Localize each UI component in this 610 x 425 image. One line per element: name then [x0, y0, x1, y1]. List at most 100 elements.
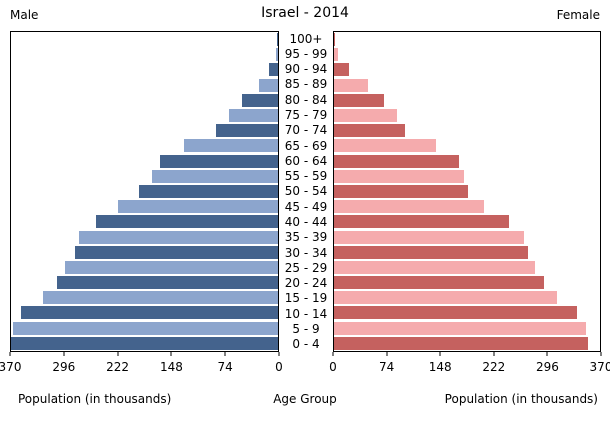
female-bar-row [334, 93, 600, 108]
axis-tickmark [278, 352, 280, 356]
age-group-label: 0 - 4 [292, 337, 320, 352]
female-bar [334, 336, 589, 350]
female-bar-row [334, 169, 600, 184]
female-bar [334, 78, 368, 92]
axis-ticklabel: 74 [378, 360, 395, 374]
male-bar [96, 215, 278, 229]
age-group-label: 20 - 24 [284, 276, 328, 291]
female-bar-row [334, 229, 600, 244]
male-bar-row [11, 336, 278, 351]
age-group-label: 15 - 19 [284, 291, 328, 306]
male-bar [228, 109, 278, 123]
male-bar-row [11, 290, 278, 305]
axis-tickmark [224, 352, 226, 356]
female-axis-label: Population (in thousands) [444, 392, 598, 406]
male-axis-label: Population (in thousands) [18, 392, 172, 406]
female-bar [334, 321, 586, 335]
age-group-label: 45 - 49 [284, 199, 328, 214]
male-bar [42, 291, 278, 305]
age-group-label: 5 - 9 [292, 321, 320, 336]
male-bar [215, 124, 278, 138]
female-bar-row [334, 154, 600, 169]
axis-ticklabel: 296 [535, 360, 559, 374]
age-group-axis-label: Age Group [273, 392, 337, 406]
female-bar [334, 139, 437, 153]
female-bar-row [334, 138, 600, 153]
male-bar [259, 78, 278, 92]
male-axis-tickmarks [9, 352, 280, 357]
male-bar [75, 245, 278, 259]
male-side-label: Male [10, 8, 39, 22]
male-bar-row [11, 275, 278, 290]
axis-ticklabel: 222 [106, 360, 130, 374]
female-bar [334, 93, 384, 107]
male-bar [275, 48, 278, 62]
axis-tickmark [9, 352, 11, 356]
male-bar-row [11, 154, 278, 169]
female-bar-row [334, 123, 600, 138]
male-bar [160, 154, 278, 168]
male-bar [57, 276, 278, 290]
female-axis-tickmarks [332, 352, 602, 357]
axis-ticklabel: 370 [589, 360, 610, 374]
age-group-label: 25 - 29 [284, 260, 328, 275]
female-bar [334, 276, 544, 290]
female-bar [334, 169, 465, 183]
female-bar-row [334, 184, 600, 199]
male-bar-row [11, 321, 278, 336]
male-bar [78, 230, 278, 244]
male-bar-row [11, 184, 278, 199]
female-bar [334, 124, 406, 138]
male-bar [13, 321, 278, 335]
axis-ticklabel: 74 [217, 360, 233, 374]
axis-ticklabel: 0 [275, 360, 283, 374]
age-group-label: 80 - 84 [284, 92, 328, 107]
female-bar-row [334, 78, 600, 93]
age-group-label: 50 - 54 [284, 184, 328, 199]
axis-tickmark [546, 352, 548, 356]
male-bar [11, 336, 278, 350]
male-bar [184, 139, 278, 153]
female-bar [334, 33, 336, 47]
male-bar [152, 169, 278, 183]
axis-tickmark [63, 352, 65, 356]
age-group-label: 10 - 14 [284, 306, 328, 321]
female-bar [334, 63, 350, 77]
age-group-label: 35 - 39 [284, 230, 328, 245]
female-bar-row [334, 108, 600, 123]
female-bar [334, 200, 485, 214]
axis-tickmark [386, 352, 388, 356]
female-bar-row [334, 260, 600, 275]
age-group-label: 95 - 99 [284, 46, 328, 61]
female-bar [334, 230, 524, 244]
male-axis-ticklabels: 370 296 222 148 74 0 [0, 360, 283, 376]
age-group-label: 90 - 94 [284, 62, 328, 77]
female-bar [334, 154, 460, 168]
age-group-label: 30 - 34 [284, 245, 328, 260]
female-bar [334, 245, 529, 259]
male-bar [268, 63, 278, 77]
male-bar [117, 200, 278, 214]
female-plot-area [333, 31, 601, 352]
axis-tickmark [117, 352, 119, 356]
axis-tickmark [332, 352, 334, 356]
female-bar-row [334, 62, 600, 77]
male-bar-row [11, 260, 278, 275]
female-axis-ticklabels: 0 74 148 222 296 370 [329, 360, 610, 376]
male-bar-row [11, 199, 278, 214]
female-bar [334, 291, 557, 305]
axis-ticklabel: 222 [482, 360, 506, 374]
male-bar [241, 93, 278, 107]
female-bar-row [334, 321, 600, 336]
female-bar-row [334, 214, 600, 229]
female-bar-row [334, 245, 600, 260]
female-bar-row [334, 199, 600, 214]
female-bar-row [334, 305, 600, 320]
male-bar-row [11, 214, 278, 229]
female-bar-row [334, 47, 600, 62]
female-bar-row [334, 336, 600, 351]
axis-ticklabel: 148 [428, 360, 452, 374]
female-bar [334, 48, 338, 62]
female-bar [334, 306, 577, 320]
male-bar-row [11, 62, 278, 77]
